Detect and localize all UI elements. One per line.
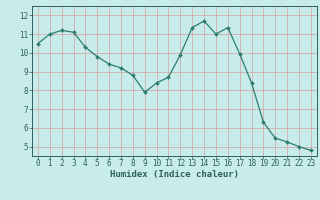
- X-axis label: Humidex (Indice chaleur): Humidex (Indice chaleur): [110, 170, 239, 179]
